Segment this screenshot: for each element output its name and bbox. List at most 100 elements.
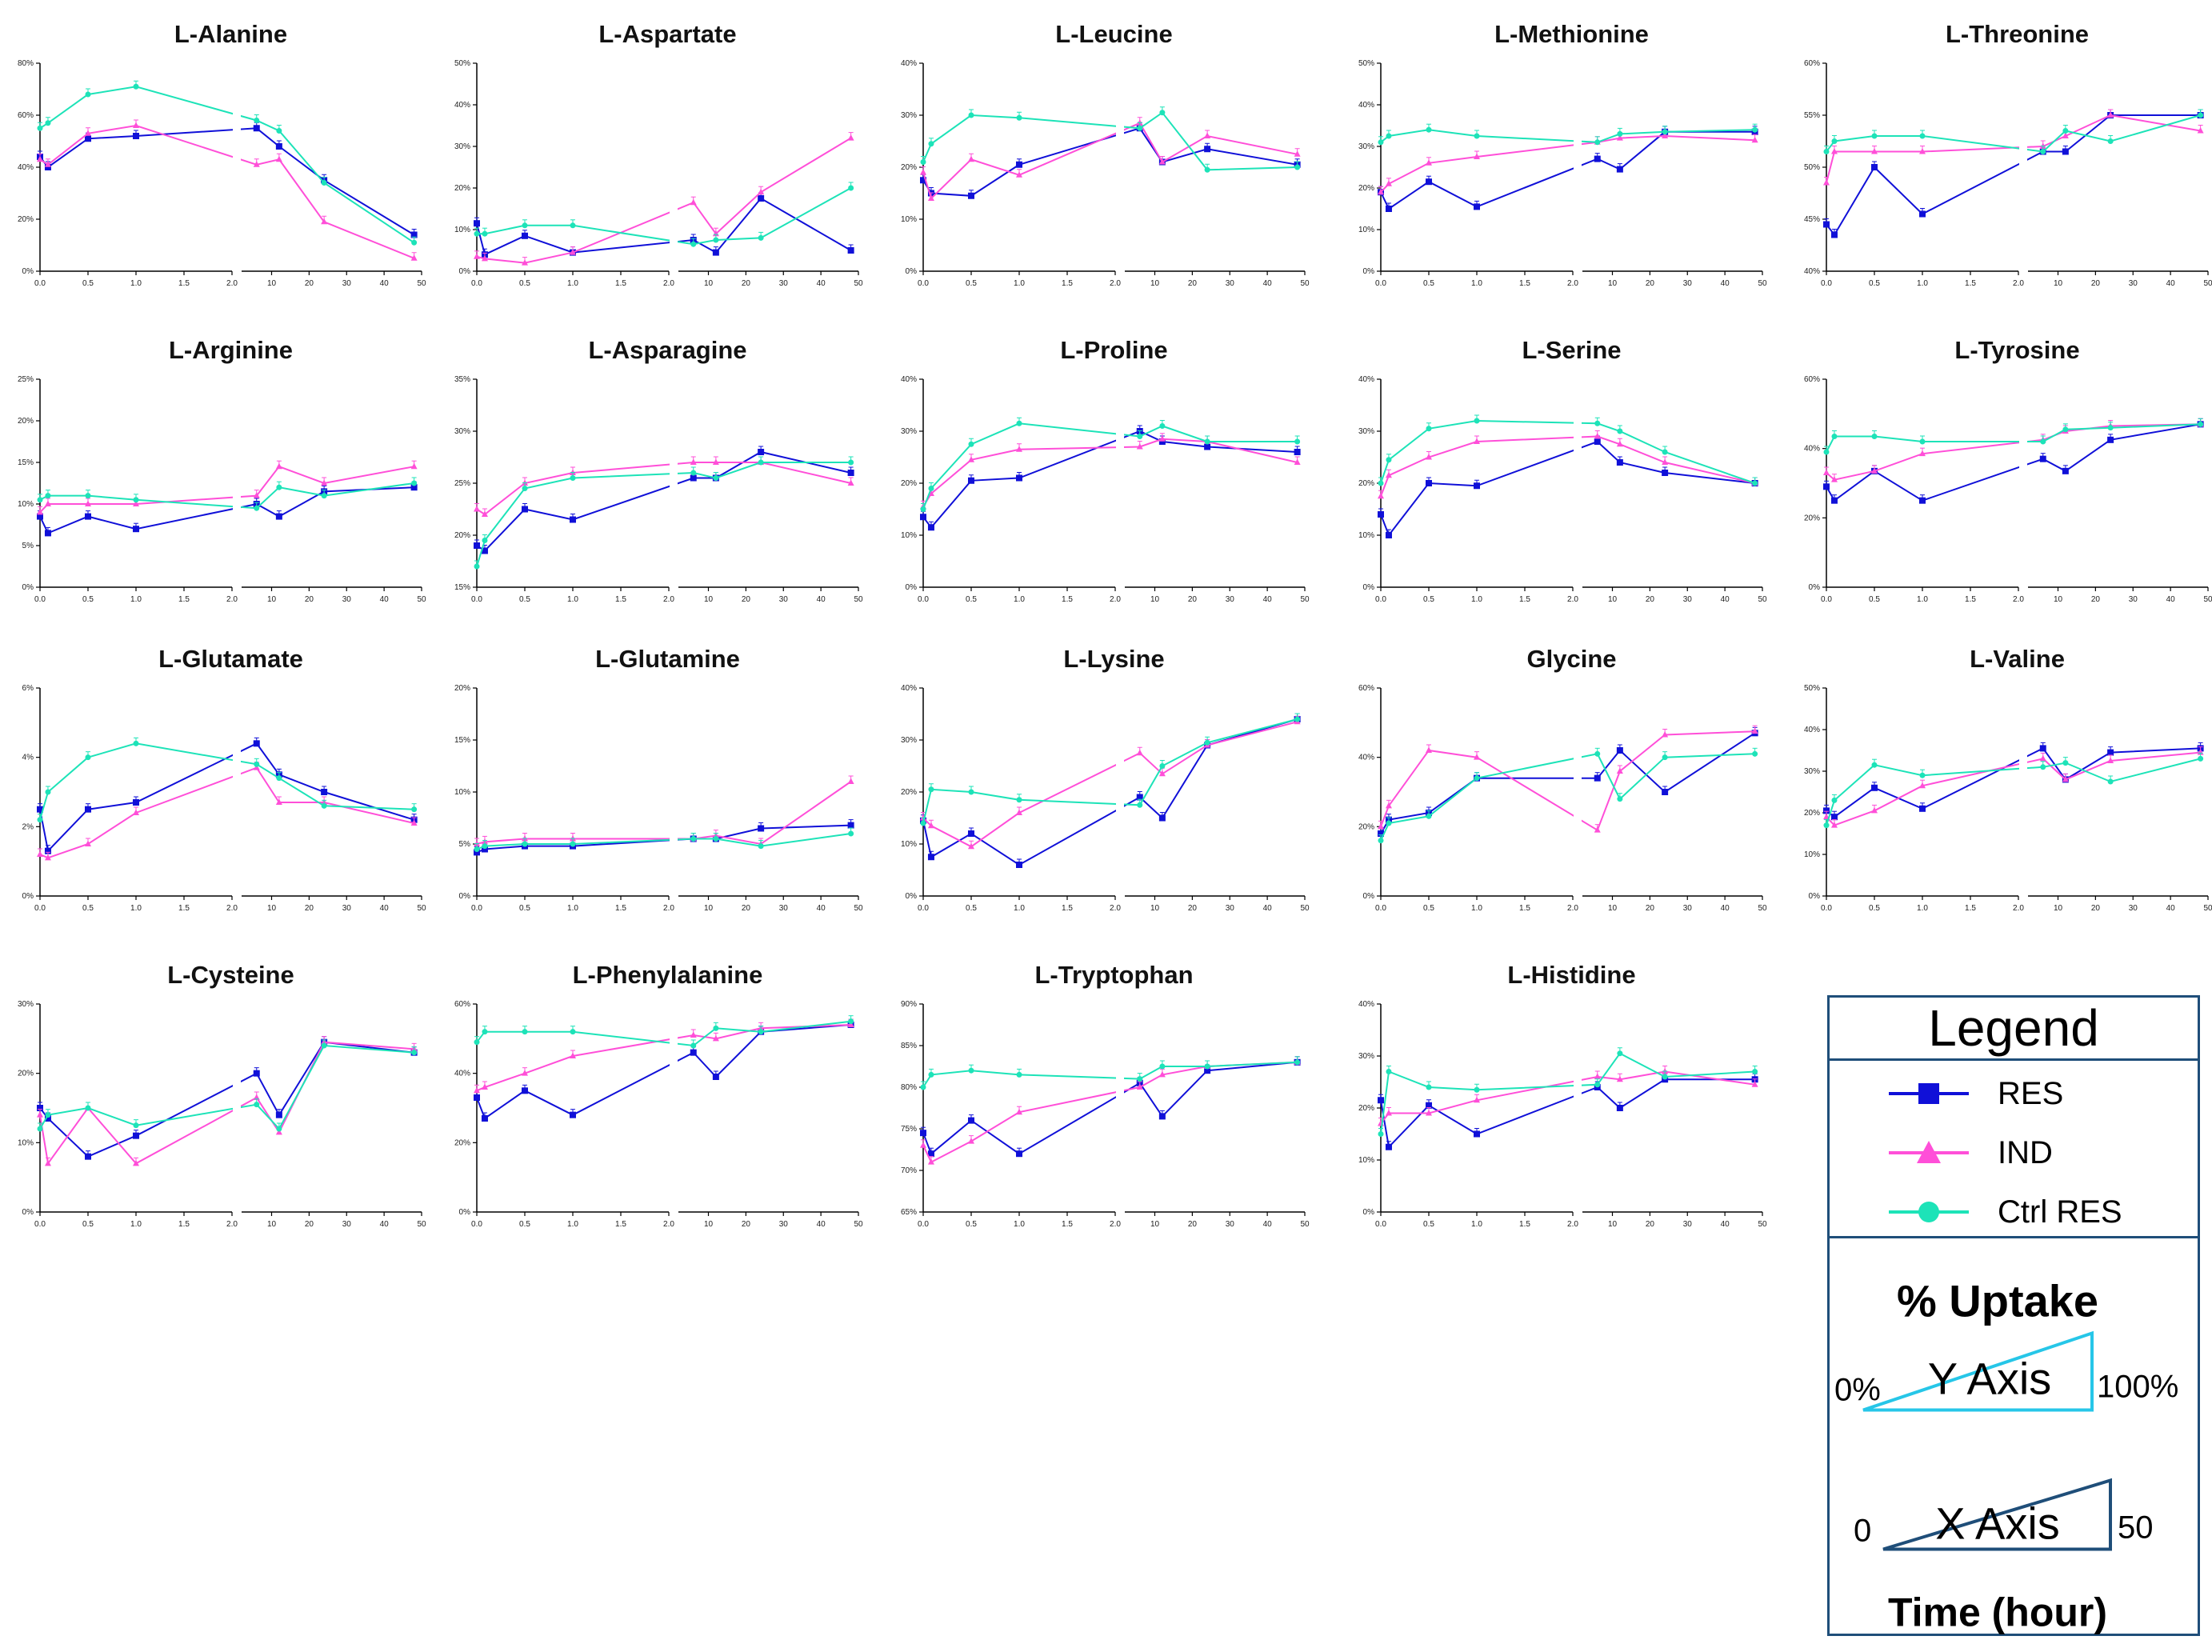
- data-point-ind: [847, 778, 854, 784]
- data-point-res: [1616, 1105, 1623, 1111]
- data-point-ctrl-res: [1594, 750, 1601, 757]
- series-line-ind: [922, 721, 1298, 848]
- data-point-res: [758, 449, 765, 455]
- data-point-ctrl-res: [321, 802, 327, 809]
- x-tick-label: 10: [267, 1220, 277, 1229]
- data-point-ctrl-res: [968, 112, 974, 118]
- panel-title: L-Aspartate: [598, 20, 736, 48]
- data-point-ctrl-res: [1474, 1086, 1480, 1093]
- data-point-ind: [1385, 471, 1392, 478]
- panel-l-valine: L-Valine 0% 10% 20% 30% 40% 50% 0.0 0.5 1.0 1.5 2.0…: [1804, 645, 2212, 913]
- x-tick-label: 10: [2054, 595, 2063, 604]
- x-tick-label: 0.5: [82, 279, 94, 288]
- data-point-res: [1823, 483, 1830, 490]
- data-point-ctrl-res: [474, 846, 480, 852]
- data-point-ctrl-res: [1426, 813, 1432, 819]
- data-point-ind: [2062, 775, 2069, 782]
- data-point-res: [2062, 148, 2069, 155]
- data-point-res: [481, 846, 488, 853]
- data-point-res: [847, 247, 854, 254]
- y-tick-label: 0%: [1363, 892, 1375, 901]
- data-point-ind: [481, 254, 488, 262]
- data-point-ind: [1830, 822, 1838, 828]
- data-point-ind: [1016, 171, 1022, 178]
- data-point-ind: [275, 1128, 282, 1135]
- axis-break: [1116, 688, 1124, 898]
- data-point-ctrl-res: [968, 1067, 974, 1074]
- data-point-ind: [1378, 188, 1384, 195]
- y-tick-label: 40%: [1804, 445, 1820, 454]
- panel-l-serine: L-Serine 0% 10% 20% 30% 40% 0.0 0.5 1.0 1.5 2.0 10 2…: [1358, 336, 1767, 604]
- legend-label-res: RES: [1998, 1076, 2064, 1111]
- x-tick-label: 20: [742, 904, 751, 913]
- data-point-ind: [1474, 153, 1480, 159]
- data-point-ctrl-res: [1662, 129, 1668, 135]
- series-line-ind: [922, 1061, 1298, 1163]
- x-tick-label: 1.5: [1519, 595, 1530, 604]
- panel-title: L-Lysine: [1063, 645, 1164, 673]
- data-point-res: [1823, 807, 1830, 814]
- series-line-res: [922, 127, 1298, 197]
- x-tick-label: 2.0: [2013, 279, 2024, 288]
- data-point-ctrl-res: [1204, 739, 1210, 746]
- data-point-res: [968, 192, 974, 199]
- x-tick-label: 20: [1188, 904, 1198, 913]
- y-tick-label: 20%: [454, 1138, 470, 1147]
- x-tick-label: 40: [380, 595, 390, 604]
- data-point-res: [927, 854, 934, 861]
- data-point-ctrl-res: [1294, 438, 1301, 445]
- data-point-ctrl-res: [920, 1084, 926, 1090]
- y-tick-label: 40%: [1358, 754, 1374, 762]
- data-point-ctrl-res: [758, 459, 764, 466]
- data-point-ind: [37, 508, 43, 515]
- x-tick-label: 50: [1758, 904, 1767, 913]
- data-point-ind: [321, 218, 328, 225]
- x-tick-label: 0.0: [1375, 1220, 1386, 1229]
- x-tick-label: 20: [742, 279, 751, 288]
- x-tick-label: 40: [380, 279, 390, 288]
- data-point-ctrl-res: [1474, 133, 1480, 139]
- data-point-ind: [1294, 150, 1301, 157]
- x-tick-label: 40: [1263, 279, 1273, 288]
- data-point-ind: [2197, 127, 2204, 134]
- data-point-ctrl-res: [2062, 128, 2069, 134]
- data-point-ctrl-res: [1823, 822, 1830, 829]
- x-tick-label: 0.5: [1869, 279, 1880, 288]
- data-point-ctrl-res: [1294, 1059, 1301, 1066]
- data-point-ctrl-res: [1823, 449, 1830, 455]
- x-tick-label: 1.5: [615, 279, 626, 288]
- x-key-label: X Axis: [1935, 1498, 2060, 1549]
- x-tick-label: 0.0: [1375, 595, 1386, 604]
- x-tick-label: 0.5: [966, 904, 977, 913]
- data-point-ind: [522, 259, 528, 266]
- data-point-ctrl-res: [1871, 762, 1878, 768]
- y-tick-label: 50%: [1804, 684, 1820, 693]
- data-point-res: [253, 125, 260, 132]
- data-point-ctrl-res: [2198, 421, 2204, 427]
- data-point-ind: [1751, 1081, 1758, 1087]
- y-key-min: 0%: [1834, 1373, 1881, 1408]
- y-tick-label: 0%: [459, 1208, 471, 1217]
- data-point-ctrl-res: [570, 222, 576, 229]
- data-point-res: [1378, 830, 1384, 837]
- x-tick-label: 20: [1646, 279, 1655, 288]
- y-tick-label: 15%: [454, 736, 470, 745]
- data-point-ind: [968, 456, 974, 462]
- data-point-ctrl-res: [1752, 480, 1758, 486]
- data-point-ind: [1378, 822, 1384, 830]
- x-tick-label: 40: [817, 904, 826, 913]
- series-line-ctrl-res: [1380, 419, 1755, 484]
- x-tick-label: 0.0: [1375, 904, 1386, 913]
- data-point-res: [1016, 862, 1022, 868]
- data-point-ctrl-res: [1617, 796, 1623, 802]
- y-tick-label: 6%: [22, 684, 34, 693]
- x-tick-label: 50: [1300, 279, 1310, 288]
- legend-marker-circle-icon: [1889, 1202, 1969, 1222]
- data-point-ctrl-res: [1386, 1069, 1392, 1074]
- x-tick-label: 0.0: [471, 279, 482, 288]
- x-tick-label: 0.5: [519, 279, 530, 288]
- data-point-ind: [1871, 467, 1878, 474]
- y-tick-label: 10%: [1358, 226, 1374, 234]
- x-tick-label: 0.5: [1423, 279, 1434, 288]
- series-line-res: [922, 718, 1298, 866]
